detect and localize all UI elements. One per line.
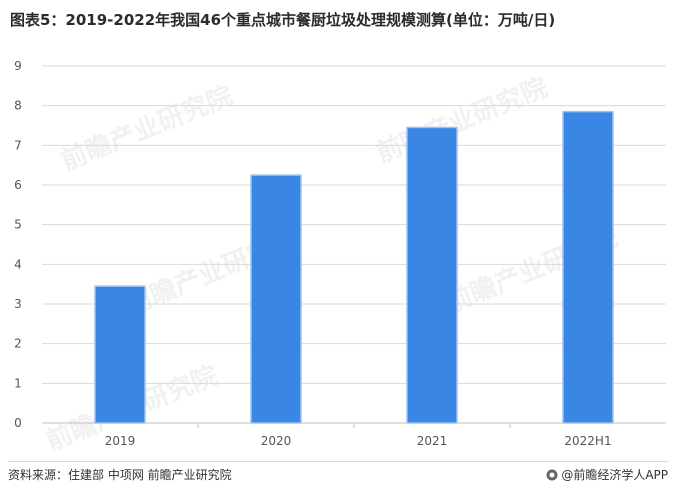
bar-2019	[94, 285, 146, 424]
y-tick-label: 0	[14, 416, 22, 430]
x-axis-ticks: 2019 2020 2021 2022H1	[105, 423, 612, 448]
bar-2021	[406, 126, 458, 424]
x-tick-label: 2019	[105, 434, 136, 448]
x-tick-label: 2020	[261, 434, 292, 448]
bars	[94, 110, 614, 424]
y-tick-label: 5	[14, 218, 22, 232]
bar-2022H1	[562, 110, 614, 424]
y-tick-label: 6	[14, 178, 22, 192]
y-tick-label: 7	[14, 138, 22, 152]
x-tick-label: 2021	[417, 434, 448, 448]
bar-chart: 0 1 2 3 4 5 6 7 8 9 2019 2020 2021 2022H1	[14, 59, 666, 448]
y-tick-label: 1	[14, 376, 22, 390]
footer-divider	[8, 461, 668, 462]
source-note: 资料来源：住建部 中项网 前瞻产业研究院	[8, 468, 232, 482]
y-tick-label: 2	[14, 337, 22, 351]
x-tick-label: 2022H1	[564, 434, 611, 448]
bar-2020	[250, 174, 302, 424]
y-tick-label: 4	[14, 257, 22, 271]
brand-logo-icon	[546, 469, 558, 480]
brand-credit: @前瞻经济学人APP	[546, 466, 668, 483]
y-tick-label: 3	[14, 297, 22, 311]
brand-label: @前瞻经济学人APP	[561, 468, 668, 482]
chart-title: 图表5：2019-2022年我国46个重点城市餐厨垃圾处理规模测算(单位：万吨/…	[10, 11, 556, 29]
y-tick-label: 8	[14, 99, 22, 113]
y-tick-label: 9	[14, 59, 22, 73]
y-axis-ticks: 0 1 2 3 4 5 6 7 8 9	[14, 59, 22, 430]
